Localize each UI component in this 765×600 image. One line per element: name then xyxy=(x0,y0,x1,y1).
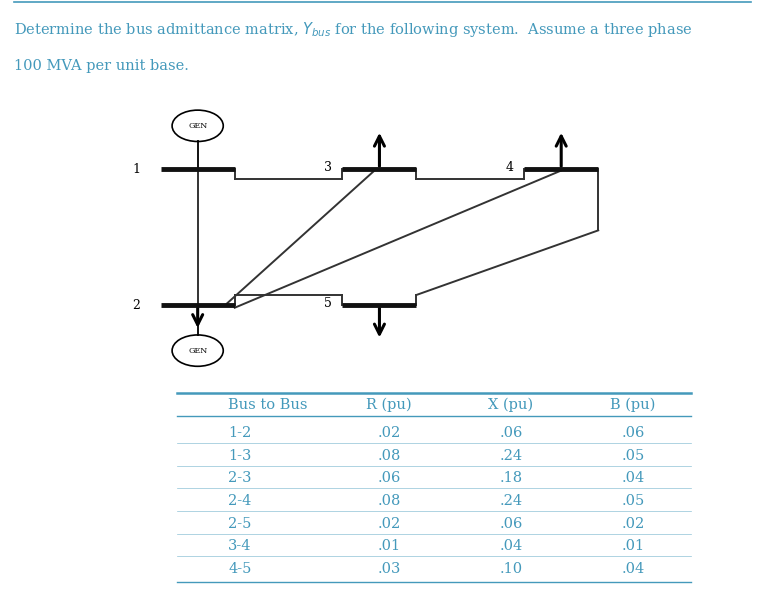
Text: .04: .04 xyxy=(621,472,645,485)
Text: 100 MVA per unit base.: 100 MVA per unit base. xyxy=(14,59,189,73)
Text: 2-5: 2-5 xyxy=(228,517,252,530)
Text: .02: .02 xyxy=(377,517,401,530)
Text: .01: .01 xyxy=(377,539,401,553)
Text: Bus to Bus: Bus to Bus xyxy=(228,398,308,412)
Text: 2-4: 2-4 xyxy=(228,494,252,508)
Text: .10: .10 xyxy=(500,562,522,576)
Text: .24: .24 xyxy=(500,494,522,508)
Text: GEN: GEN xyxy=(188,347,207,355)
Text: 2-3: 2-3 xyxy=(228,472,252,485)
Text: .04: .04 xyxy=(621,562,645,576)
Text: .05: .05 xyxy=(621,494,645,508)
Text: B (pu): B (pu) xyxy=(610,398,656,412)
Text: 1: 1 xyxy=(132,163,141,176)
Text: .08: .08 xyxy=(377,494,401,508)
Text: .02: .02 xyxy=(621,517,645,530)
Text: Determine the bus admittance matrix, $Y_{bus}$ for the following system.  Assume: Determine the bus admittance matrix, $Y_… xyxy=(14,20,692,39)
Text: 4-5: 4-5 xyxy=(228,562,252,576)
Text: .18: .18 xyxy=(500,472,522,485)
Text: R (pu): R (pu) xyxy=(366,398,412,412)
Text: 4: 4 xyxy=(506,161,514,173)
Text: GEN: GEN xyxy=(188,122,207,130)
Text: 2: 2 xyxy=(132,299,141,312)
Text: 1-3: 1-3 xyxy=(228,449,252,463)
Text: 1-2: 1-2 xyxy=(228,427,252,440)
Text: .03: .03 xyxy=(377,562,401,576)
Text: 3: 3 xyxy=(324,161,332,173)
Text: X (pu): X (pu) xyxy=(489,398,533,412)
Text: .06: .06 xyxy=(377,472,401,485)
Text: .06: .06 xyxy=(500,517,522,530)
Text: .02: .02 xyxy=(377,427,401,440)
Text: 3-4: 3-4 xyxy=(228,539,252,553)
Text: .04: .04 xyxy=(500,539,522,553)
Text: .08: .08 xyxy=(377,449,401,463)
Text: .01: .01 xyxy=(621,539,645,553)
Text: .05: .05 xyxy=(621,449,645,463)
Text: .24: .24 xyxy=(500,449,522,463)
Text: .06: .06 xyxy=(500,427,522,440)
Text: .06: .06 xyxy=(621,427,645,440)
Text: 5: 5 xyxy=(324,296,332,310)
